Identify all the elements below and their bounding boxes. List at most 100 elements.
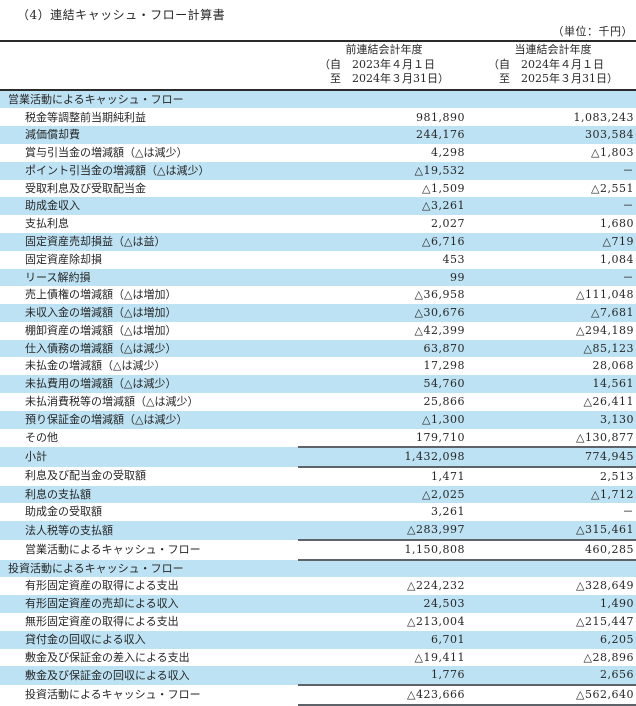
value-prev-period: 1,432,098	[298, 446, 470, 468]
table-row: 仕入債務の増減額（△は減少） 63,870 △85,123	[0, 339, 636, 358]
value-curr-period: 303,584	[470, 126, 636, 145]
row-label: リース解約損	[0, 268, 298, 287]
curr-period-title: 当連結会計年度	[514, 43, 592, 56]
row-label: 助成金の受取額	[25, 505, 102, 519]
table-row: 棚卸資産の増減額（△は増加） △42,399 △294,189	[0, 322, 636, 340]
table-row: 営業活動によるキャッシュ・フロー 1,150,808 460,285	[0, 538, 636, 561]
prev-period-title: 前連結会計年度	[345, 43, 423, 56]
table-row: 未払金の増減額（△は減少） 17,298 28,068	[0, 357, 636, 375]
table-row: 法人税等の支払額 △283,997 △315,461	[0, 521, 636, 540]
row-label: 無形固定資産の取得による支出	[25, 615, 179, 628]
unit-label: （単位：千円）	[552, 25, 633, 38]
table-row: 未収入金の増減額（△は増加） △30,676 △7,681	[0, 304, 636, 322]
prev-period-column-header: 前連結会計年度 （自 2023年４月１日 至 2024年３月31日）	[298, 40, 470, 91]
table-row: その他 179,710 △130,877	[0, 429, 636, 448]
row-label: 未払消費税等の増減額（△は減少）	[25, 395, 199, 409]
table-row: 利息の支払額 △2,025 △1,712	[0, 485, 636, 504]
value-prev-period: △224,232	[407, 579, 465, 593]
value-prev-period: 99	[298, 268, 470, 287]
value-prev-period: 1,776	[298, 666, 470, 686]
prev-period-to: 至 2024年３月31日）	[319, 72, 449, 86]
value-prev-period: △3,261	[298, 197, 470, 216]
value-curr-period: 14,561	[470, 375, 636, 393]
table-row: 助成金収入 △3,261 －	[0, 197, 636, 216]
value-curr-period: 1,490	[470, 595, 636, 613]
value-curr-period: 460,285	[470, 538, 636, 561]
value-prev-period: △1,300	[298, 410, 470, 429]
value-prev-period: △30,676	[298, 304, 470, 322]
value-curr-period: －	[622, 505, 634, 519]
row-label: 支払利息	[25, 217, 69, 231]
row-label: 未払費用の増減額（△は減少）	[0, 375, 298, 393]
value-curr-period: △28,896	[583, 650, 634, 664]
table-row: 助成金の受取額 3,261 －	[0, 503, 636, 521]
value-prev-period: △6,716	[298, 232, 470, 251]
row-label: その他	[25, 431, 58, 445]
value-curr-period: 2,513	[600, 469, 634, 483]
page-title: （4）連結キャッシュ・フロー計算書	[17, 8, 226, 22]
row-label: 未収入金の増減額（△は増加）	[0, 304, 298, 322]
value-prev-period: 63,870	[298, 339, 470, 358]
curr-period-to: 至 2025年３月31日）	[488, 72, 618, 86]
row-label: 敷金及び保証金の回収による収入	[0, 666, 298, 686]
value-curr-period: △294,189	[576, 323, 634, 337]
row-label: 棚卸資産の増減額（△は増加）	[25, 323, 177, 337]
curr-period-from: （自 2024年４月１日	[488, 57, 604, 71]
value-prev-period: 2,027	[431, 217, 465, 231]
value-prev-period: 4,298	[431, 146, 465, 160]
row-label: 賞与引当金の増減額（△は減少）	[25, 146, 188, 160]
value-prev-period: 1,150,808	[298, 538, 470, 561]
table-body: 営業活動によるキャッシュ・フロー 税金等調整前当期純利益 981,890 1,083,…	[0, 89, 636, 706]
row-label: 未払金の増減額（△は減少）	[25, 359, 166, 373]
value-curr-period: 3,130	[470, 410, 636, 429]
prev-period-from: （自 2023年４月１日	[319, 57, 435, 71]
table-row: 有形固定資産の売却による収入 24,503 1,490	[0, 595, 636, 613]
value-curr-period: －	[470, 268, 636, 287]
table-row: 小計 1,432,098 774,945	[0, 446, 636, 468]
row-label: 営業活動によるキャッシュ・フロー	[0, 89, 298, 109]
value-prev-period: △36,958	[414, 288, 465, 302]
value-curr-period: △1,803	[591, 146, 634, 160]
value-curr-period: △85,123	[470, 339, 636, 358]
value-curr-period: △1,712	[470, 485, 636, 504]
value-curr-period	[470, 559, 636, 578]
row-label: 売上債権の増減額（△は増加）	[25, 288, 177, 302]
row-label: 貸付金の回収による収入	[0, 630, 298, 649]
value-prev-period: 981,890	[416, 110, 465, 124]
table-row: 利息及び配当金の受取額 1,471 2,513	[0, 467, 636, 486]
table-row: 敷金及び保証金の差入による支出 △19,411 △28,896	[0, 649, 636, 667]
table-row: 貸付金の回収による収入 6,701 6,205	[0, 630, 636, 649]
value-prev-period: 25,866	[423, 395, 465, 409]
row-label: 仕入債務の増減額（△は減少）	[0, 339, 298, 358]
value-curr-period: －	[470, 197, 636, 216]
value-prev-period: 54,760	[298, 375, 470, 393]
value-prev-period: △2,025	[298, 485, 470, 504]
cash-flow-table: 前連結会計年度 （自 2023年４月１日 至 2024年３月31日） 当連結会計…	[0, 40, 636, 706]
value-curr-period: △130,877	[576, 430, 634, 444]
table-row: 固定資産除却損 453 1,084	[0, 251, 636, 269]
value-curr-period: △7,681	[470, 304, 636, 322]
table-row: 支払利息 2,027 1,680	[0, 215, 636, 233]
value-curr-period: －	[470, 161, 636, 180]
value-curr-period: △215,447	[576, 615, 634, 628]
value-curr-period: 774,945	[470, 446, 636, 468]
row-label: ポイント引当金の増減額（△は減少）	[0, 161, 298, 180]
value-prev-period: △19,532	[298, 161, 470, 180]
value-prev-period: △19,411	[414, 650, 465, 664]
row-label: 有形固定資産の取得による支出	[25, 579, 179, 593]
value-prev-period	[298, 89, 470, 109]
row-label: 法人税等の支払額	[0, 521, 298, 540]
value-prev-period	[298, 559, 470, 578]
section-header-row: 営業活動によるキャッシュ・フロー	[0, 89, 636, 109]
row-label: 有形固定資産の売却による収入	[0, 595, 298, 613]
value-prev-period: △283,997	[298, 521, 470, 540]
row-label: 営業活動によるキャッシュ・フロー	[25, 542, 201, 556]
table-row: 未払費用の増減額（△は減少） 54,760 14,561	[0, 375, 636, 393]
value-prev-period: △42,399	[414, 323, 465, 337]
table-row: 税金等調整前当期純利益 981,890 1,083,243	[0, 108, 636, 126]
value-prev-period: 244,176	[298, 126, 470, 145]
table-row: ポイント引当金の増減額（△は減少） △19,532 －	[0, 161, 636, 180]
value-curr-period: 6,205	[470, 630, 636, 649]
section-header-row: 投資活動によるキャッシュ・フロー	[0, 559, 636, 578]
value-curr-period: △315,461	[470, 521, 636, 540]
